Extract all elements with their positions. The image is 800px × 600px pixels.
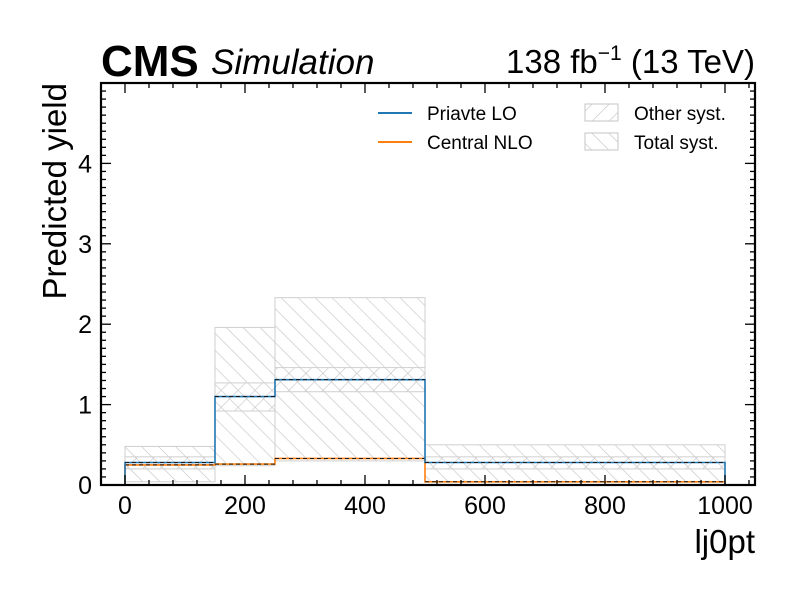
x-tick-label: 400 (344, 492, 386, 520)
x-tick-label: 0 (118, 492, 132, 520)
plot-frame (99, 81, 757, 487)
y-tick-label: 3 (78, 231, 92, 259)
x-tick-label: 200 (224, 492, 266, 520)
y-tick-label: 1 (78, 392, 92, 420)
y-tick-label: 2 (78, 311, 92, 339)
lumi-value: 138 fb (506, 43, 598, 80)
y-tick-label: 0 (78, 472, 92, 500)
legend-swatch-total-syst (584, 132, 619, 151)
lumi-exponent: −1 (598, 42, 622, 65)
luminosity-label: 138 fb−1 (13 TeV) (506, 42, 755, 80)
legend: Priavte LO Central NLO Other syst. Total… (378, 103, 726, 154)
legend-swatch-other-syst (584, 103, 619, 122)
tick-labels: 0 200 400 600 800 1000 0 1 2 3 4 (78, 150, 753, 520)
energy-label: (13 TeV) (622, 43, 755, 80)
experiment-label: CMS (101, 37, 199, 86)
legend-label-total-syst: Total syst. (634, 133, 718, 154)
y-axis-label: Predicted yield (36, 83, 73, 299)
simulation-label: Simulation (211, 43, 374, 82)
x-tick-label: 600 (464, 492, 506, 520)
x-tick-label: 1000 (697, 492, 753, 520)
x-tick-label: 800 (584, 492, 626, 520)
legend-label-nlo: Central NLO (427, 133, 533, 154)
x-axis-label: lj0pt (694, 523, 755, 560)
legend-label-lo: Priavte LO (427, 104, 517, 125)
series-lines (124, 378, 726, 485)
legend-label-other-syst: Other syst. (634, 104, 726, 125)
y-tick-label: 4 (78, 150, 92, 178)
